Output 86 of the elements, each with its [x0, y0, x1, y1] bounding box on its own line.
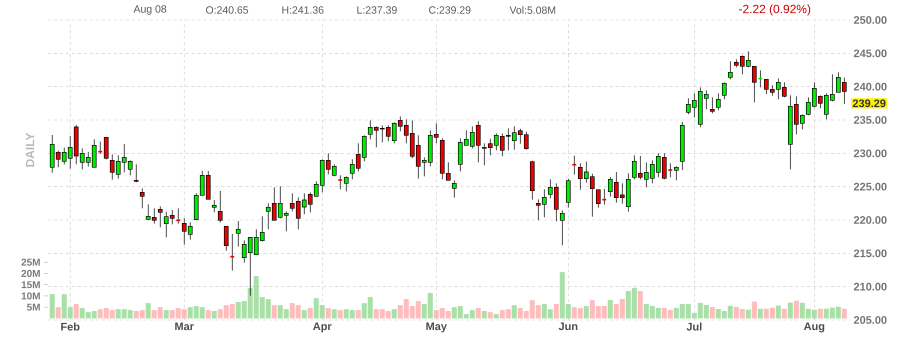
text: -2.22 (0.92%)	[739, 4, 810, 16]
bar	[776, 306, 781, 318]
bar	[74, 304, 79, 318]
bar	[752, 302, 757, 318]
bar	[512, 305, 517, 318]
candlestick	[602, 188, 608, 206]
bar	[56, 307, 61, 318]
bar	[782, 308, 787, 318]
x-tick-label: Mar	[175, 322, 194, 330]
y-tick-label: 250.00	[854, 16, 887, 24]
y-tick-label: 210.00	[854, 282, 887, 291]
y2-tick-label: 15M	[22, 281, 40, 288]
bar	[608, 300, 613, 318]
bar	[758, 308, 763, 318]
bar	[788, 302, 793, 318]
x-tick-label: Aug	[804, 322, 824, 332]
candlestick	[212, 200, 217, 213]
text: L:237.39	[357, 6, 397, 14]
bar	[818, 308, 823, 318]
bar	[326, 308, 331, 318]
candlestick	[158, 206, 163, 228]
bar	[164, 310, 169, 318]
bar	[494, 314, 499, 318]
y-tick-label: 220.00	[854, 216, 887, 224]
text: DAILY	[26, 132, 34, 167]
candlestick	[218, 190, 223, 223]
bar	[332, 309, 337, 318]
bar	[392, 309, 397, 318]
x-tick-label: Jun	[558, 322, 578, 330]
bar	[50, 294, 55, 318]
candlestick	[710, 96, 715, 114]
candlestick	[596, 189, 601, 208]
y2-tick-label: 5M	[26, 304, 40, 311]
candlestick	[674, 166, 679, 181]
bar	[482, 311, 487, 318]
candlestick	[104, 136, 109, 160]
bar	[212, 311, 217, 318]
x-tick-label: Feb	[61, 322, 80, 331]
candlestick	[134, 164, 139, 183]
bar	[638, 290, 643, 318]
y-tick-label: 245.00	[854, 49, 887, 58]
bar	[746, 310, 751, 318]
candlestick	[572, 155, 578, 176]
candlestick	[560, 210, 565, 246]
x-tick-label: May	[426, 322, 447, 332]
bar	[206, 310, 211, 318]
candlestick	[728, 60, 733, 80]
y-tick-label: 205.00	[854, 316, 887, 324]
text: Vol:5.08M	[510, 6, 556, 14]
bar	[710, 306, 715, 318]
y2-tick-label: 25M	[21, 258, 40, 266]
bar	[554, 304, 559, 318]
candlestick	[224, 226, 229, 252]
text: H:241.36	[282, 6, 324, 14]
bar	[488, 312, 493, 318]
bar	[272, 305, 277, 318]
x-tick-label: Apr	[313, 322, 332, 332]
candlestick	[344, 176, 349, 192]
y2-tick-label: 10M	[22, 292, 40, 300]
candlestick	[236, 220, 241, 248]
candlestick	[566, 178, 571, 208]
y-tick-label: 235.00	[854, 116, 887, 124]
y2-tick-label: 20M	[21, 270, 40, 277]
bar	[584, 306, 589, 318]
candlestick	[716, 92, 721, 111]
candlestick	[337, 174, 344, 190]
bar	[146, 303, 151, 318]
bar	[794, 300, 799, 318]
y-tick-label: 230.00	[854, 149, 887, 158]
text: Aug 08	[134, 5, 166, 15]
y-tick-label: 240.00	[854, 82, 887, 91]
x-tick-label: Jul	[686, 322, 702, 331]
bar	[356, 310, 361, 318]
bar	[476, 308, 481, 318]
candlestick	[140, 188, 145, 209]
y-tick-label: 215.00	[854, 249, 887, 258]
candlestick	[452, 180, 457, 198]
bar	[302, 310, 307, 318]
text: C:239.29	[429, 6, 470, 14]
text: 239.29	[852, 99, 886, 108]
text: O:240.65	[206, 6, 248, 14]
bar	[842, 308, 847, 318]
bar	[338, 310, 343, 318]
candlestick	[722, 82, 727, 100]
y-tick-label: 225.00	[854, 182, 887, 191]
bar	[308, 308, 313, 318]
